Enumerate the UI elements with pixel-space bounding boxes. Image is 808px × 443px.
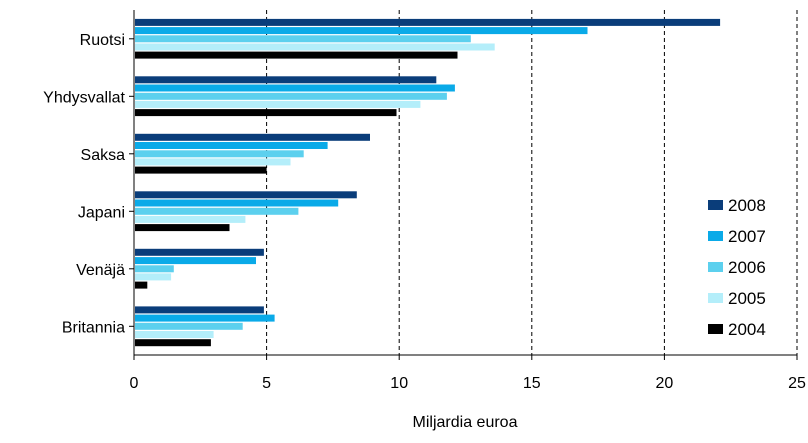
bar bbox=[135, 257, 256, 265]
x-ticks: 0 5 10 15 20 25 bbox=[130, 355, 806, 392]
legend-swatch bbox=[708, 293, 723, 303]
legend-label: 2004 bbox=[728, 320, 766, 339]
bar bbox=[135, 191, 357, 199]
bar bbox=[135, 158, 291, 166]
bar bbox=[135, 215, 246, 223]
category-label: Venäjä bbox=[76, 262, 125, 279]
bar bbox=[135, 273, 172, 281]
bar bbox=[135, 199, 339, 207]
bar bbox=[135, 248, 264, 256]
bars bbox=[135, 18, 721, 347]
category-label: Japani bbox=[78, 204, 125, 221]
category-label: Ruotsi bbox=[80, 32, 125, 49]
legend-label: 2006 bbox=[728, 258, 766, 277]
legend-swatch bbox=[708, 200, 723, 210]
bar bbox=[135, 166, 267, 174]
category-labels: Ruotsi Yhdysvallat Saksa Japani Venäjä Britan… bbox=[43, 32, 134, 336]
x-tick-label: 20 bbox=[656, 375, 674, 392]
bar bbox=[135, 18, 721, 26]
x-axis-title: Miljardia euroa bbox=[413, 414, 518, 431]
x-tick-label: 0 bbox=[130, 375, 139, 392]
grid-lines bbox=[266, 10, 798, 355]
bar bbox=[135, 265, 174, 273]
bar bbox=[135, 224, 230, 232]
bar bbox=[135, 339, 211, 347]
legend: 2008 2007 2006 2005 2004 bbox=[700, 188, 792, 344]
bar bbox=[135, 35, 471, 43]
bar bbox=[135, 281, 148, 289]
bar bbox=[135, 84, 455, 92]
bar bbox=[135, 322, 243, 330]
category-label: Britannia bbox=[62, 319, 125, 336]
legend-label: 2007 bbox=[728, 227, 766, 246]
x-tick-label: 15 bbox=[523, 375, 541, 392]
bar bbox=[135, 27, 588, 35]
x-tick-label: 10 bbox=[390, 375, 408, 392]
bar bbox=[135, 331, 214, 338]
legend-swatch bbox=[708, 262, 723, 272]
x-tick-label: 5 bbox=[262, 375, 271, 392]
bar bbox=[135, 109, 397, 117]
legend-swatch bbox=[708, 231, 723, 241]
category-label: Saksa bbox=[81, 147, 126, 164]
bar bbox=[135, 142, 328, 149]
axes bbox=[133, 10, 797, 356]
bar bbox=[135, 100, 421, 108]
legend-swatch bbox=[708, 324, 723, 334]
category-label: Yhdysvallat bbox=[43, 89, 125, 106]
bar bbox=[135, 314, 275, 322]
bar bbox=[135, 150, 304, 158]
legend-label: 2005 bbox=[728, 289, 766, 308]
legend-label: 2008 bbox=[728, 196, 766, 215]
bar bbox=[135, 133, 370, 141]
bar bbox=[135, 92, 447, 100]
bar bbox=[135, 306, 264, 314]
x-tick-label: 25 bbox=[788, 375, 806, 392]
bar bbox=[135, 51, 458, 59]
bar bbox=[135, 207, 299, 215]
bar bbox=[135, 76, 437, 84]
bar bbox=[135, 43, 495, 51]
